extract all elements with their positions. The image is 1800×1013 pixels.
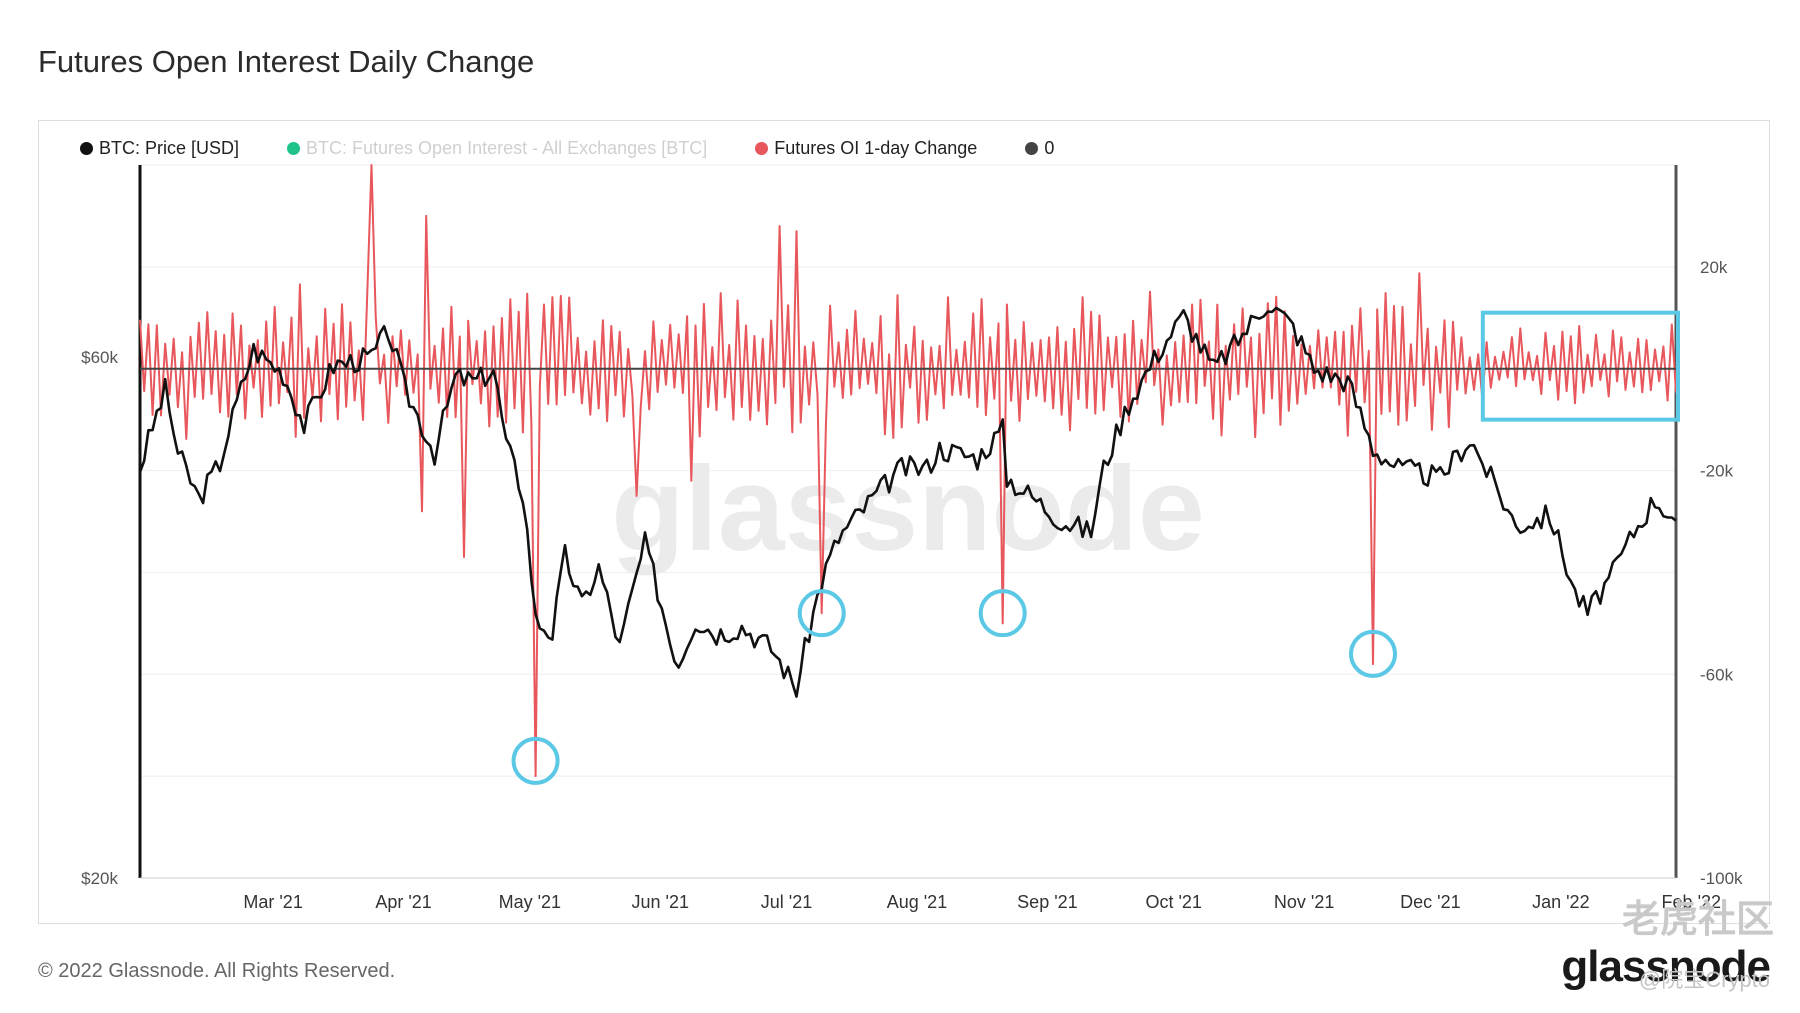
y-right-tick-label: -100k: [1700, 869, 1743, 888]
y-right-tick-label: 20k: [1700, 258, 1728, 277]
x-tick-label: Nov '21: [1274, 892, 1334, 912]
x-tick-label: Dec '21: [1400, 892, 1460, 912]
legend-item-open-interest[interactable]: BTC: Futures Open Interest - All Exchang…: [287, 138, 707, 159]
chart-legend: BTC: Price [USD] BTC: Futures Open Inter…: [80, 138, 1054, 159]
highlight-circle: [511, 736, 560, 785]
highlight-circle: [1349, 629, 1398, 678]
legend-label-open-interest: BTC: Futures Open Interest - All Exchang…: [306, 138, 708, 158]
y-left-tick-label: $20k: [81, 869, 118, 888]
highlight-circle: [797, 589, 846, 638]
chart-title: Futures Open Interest Daily Change: [38, 44, 535, 79]
x-tick-label: Jan '22: [1532, 892, 1589, 912]
chart-frame: [38, 120, 1770, 924]
highlight-rect: [1480, 310, 1681, 422]
x-tick-label: Sep '21: [1017, 892, 1078, 912]
y-right-tick-label: -20k: [1700, 462, 1734, 481]
y-right-tick-label: -60k: [1700, 665, 1734, 684]
legend-item-oi-change[interactable]: Futures OI 1-day Change: [755, 138, 977, 159]
highlight-circle: [978, 589, 1027, 638]
x-tick-label: Mar '21: [243, 892, 302, 912]
legend-item-price[interactable]: BTC: Price [USD]: [80, 138, 239, 159]
copyright-footer: © 2022 Glassnode. All Rights Reserved.: [38, 960, 396, 982]
series-oi-change-line: [139, 164, 1677, 778]
x-tick-label: Feb '22: [1662, 892, 1721, 912]
legend-dot-price: [80, 142, 93, 155]
x-tick-label: Jul '21: [761, 892, 812, 912]
x-tick-label: May '21: [499, 892, 561, 912]
series-btc-price-line: [138, 306, 1677, 698]
legend-label-price: BTC: Price [USD]: [99, 138, 240, 158]
brand-logo: glassnode: [1561, 942, 1771, 991]
legend-item-zero[interactable]: 0: [1025, 138, 1054, 159]
watermark-handle: @院宝Crypto: [1638, 967, 1770, 992]
x-tick-label: Oct '21: [1145, 892, 1201, 912]
x-tick-label: Apr '21: [375, 892, 431, 912]
y-left-tick-label: $60k: [81, 348, 118, 367]
legend-dot-oi-change: [755, 142, 769, 155]
legend-dot-open-interest: [287, 142, 301, 155]
legend-label-oi-change: Futures OI 1-day Change: [774, 138, 978, 158]
x-tick-label: Aug '21: [887, 892, 948, 912]
legend-label-zero: 0: [1044, 138, 1055, 158]
watermark-corner: 老虎社区: [1621, 899, 1774, 941]
legend-dot-zero: [1025, 142, 1039, 155]
x-tick-label: Jun '21: [632, 892, 689, 912]
